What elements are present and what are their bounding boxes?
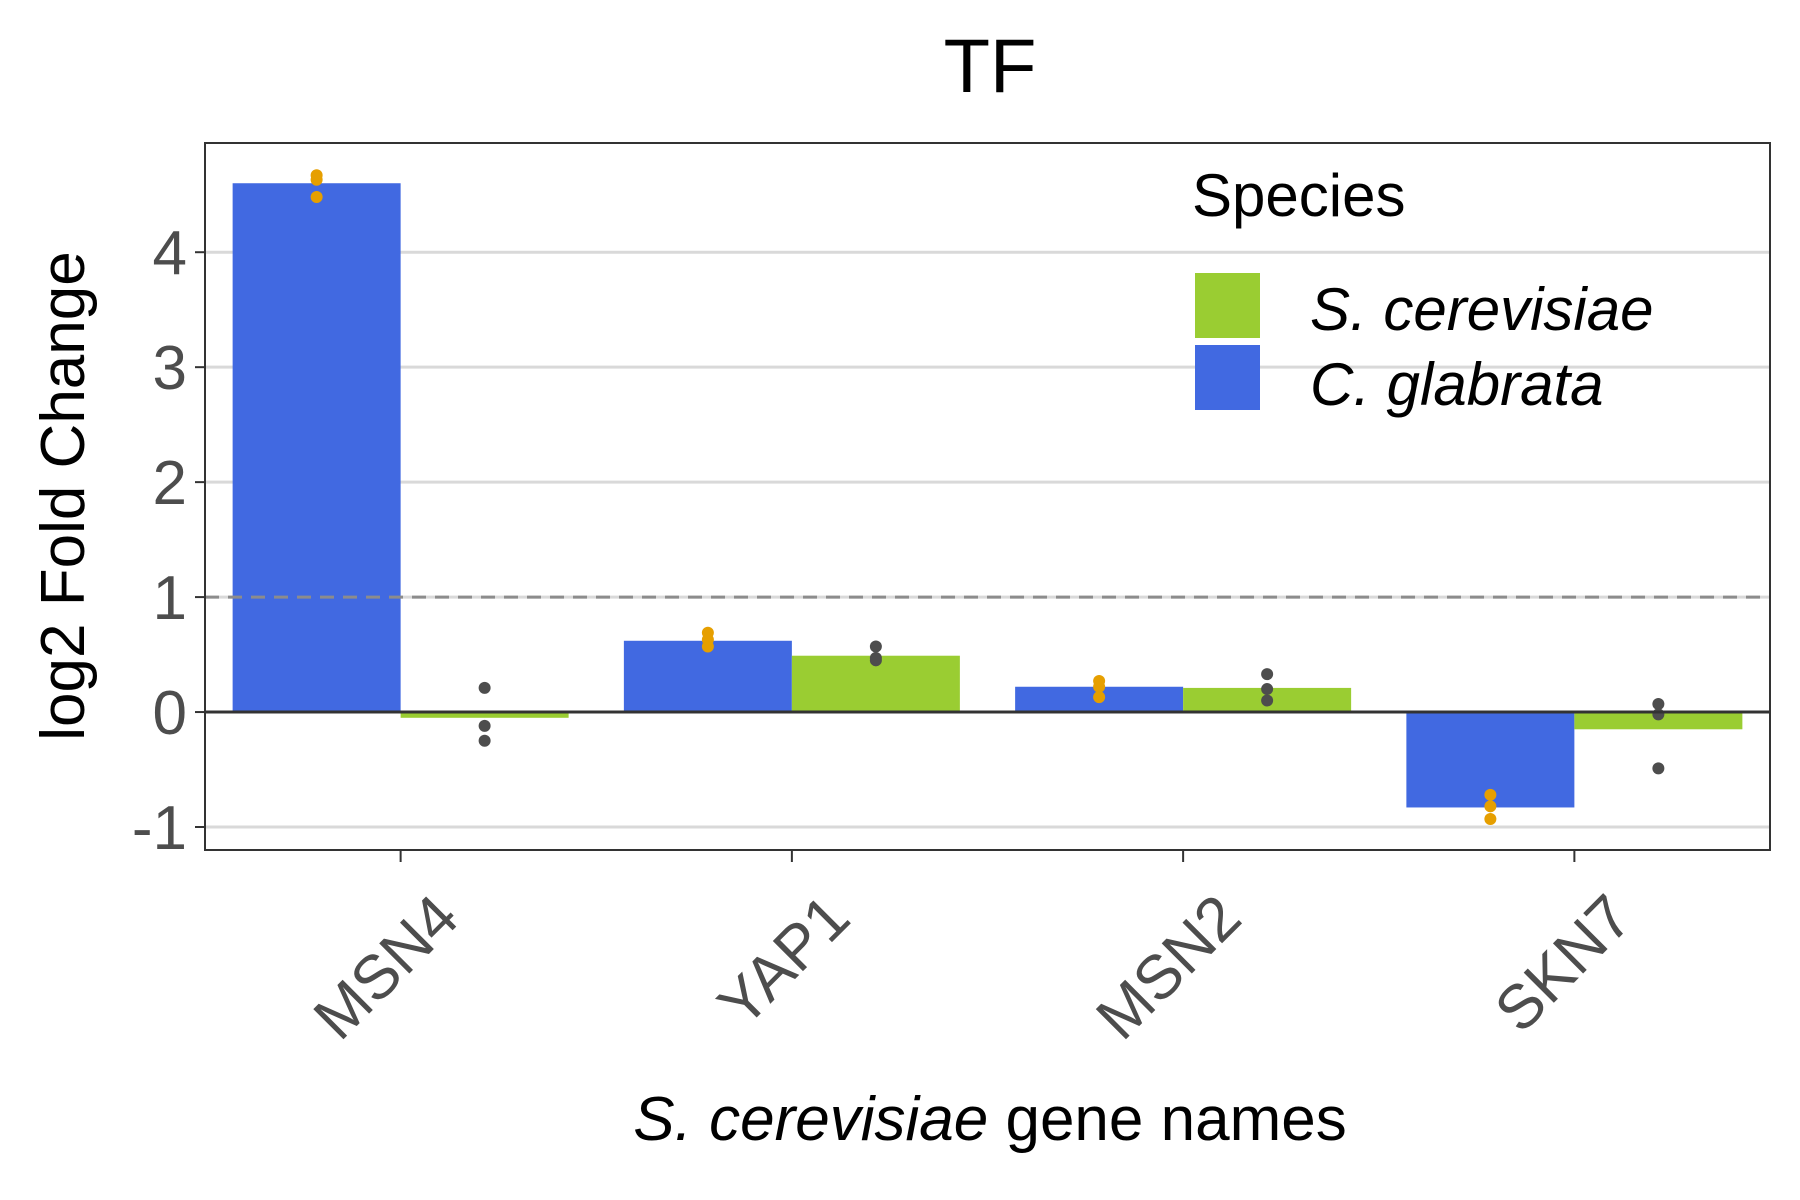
x-axis-label-rest: gene names xyxy=(988,1085,1346,1154)
y-tick-label: 1 xyxy=(153,564,187,633)
data-point xyxy=(478,734,491,747)
legend-swatch-s-cerevisiae xyxy=(1195,273,1260,338)
data-point xyxy=(478,681,491,694)
plot-border xyxy=(204,142,1771,851)
data-point xyxy=(1093,691,1106,704)
data-point xyxy=(478,719,491,732)
legend-label-c-glabrata: C. glabrata xyxy=(1310,351,1604,418)
data-point xyxy=(1261,683,1274,696)
data-point xyxy=(1652,708,1665,721)
y-axis-label: log2 Fold Change xyxy=(29,251,98,740)
legend-swatch-c-glabrata xyxy=(1195,345,1260,410)
y-tick-label: 0 xyxy=(153,679,187,748)
data-point xyxy=(1261,668,1274,681)
data-point xyxy=(1484,800,1497,813)
x-tick-label: SKN7 xyxy=(1482,882,1645,1045)
data-point xyxy=(310,191,323,204)
legend: Species S. cerevisiae C. glabrata xyxy=(1192,162,1653,418)
legend-title: Species xyxy=(1192,162,1405,229)
y-tick-label: 2 xyxy=(153,449,187,518)
y-tick-label: 3 xyxy=(153,334,187,403)
data-point xyxy=(1652,762,1665,775)
bar-yap1-cglabrata xyxy=(623,640,792,713)
bar-msn4-scerevisiae xyxy=(400,712,569,718)
x-tick-label: YAP1 xyxy=(705,882,863,1040)
data-points xyxy=(310,169,1665,825)
data-point xyxy=(869,652,882,665)
legend-label-s-cerevisiae: S. cerevisiae xyxy=(1310,276,1653,343)
data-point xyxy=(310,169,323,182)
y-tick-label: -1 xyxy=(132,794,187,863)
data-point xyxy=(1484,812,1497,825)
chart-title: TF xyxy=(944,24,1037,109)
x-tick-label: MSN4 xyxy=(301,882,472,1053)
bar-skn7-scerevisiae xyxy=(1574,712,1743,730)
data-point xyxy=(701,626,714,639)
x-axis: MSN4 YAP1 MSN2 SKN7 xyxy=(301,850,1645,1053)
data-point xyxy=(1261,694,1274,707)
x-axis-label-italic: S. cerevisiae xyxy=(633,1085,988,1154)
y-axis: -1 0 1 2 3 4 xyxy=(132,219,205,863)
bar-msn4-cglabrata xyxy=(232,183,401,713)
plot-panel xyxy=(204,142,1771,851)
x-tick-label: MSN2 xyxy=(1084,882,1255,1053)
data-point xyxy=(869,640,882,653)
y-tick-label: 4 xyxy=(153,219,187,288)
data-point xyxy=(1652,698,1665,711)
reference-lines xyxy=(205,595,1770,714)
data-point xyxy=(1484,788,1497,801)
data-point xyxy=(1093,675,1106,688)
x-axis-label: S. cerevisiae gene names xyxy=(633,1085,1346,1154)
